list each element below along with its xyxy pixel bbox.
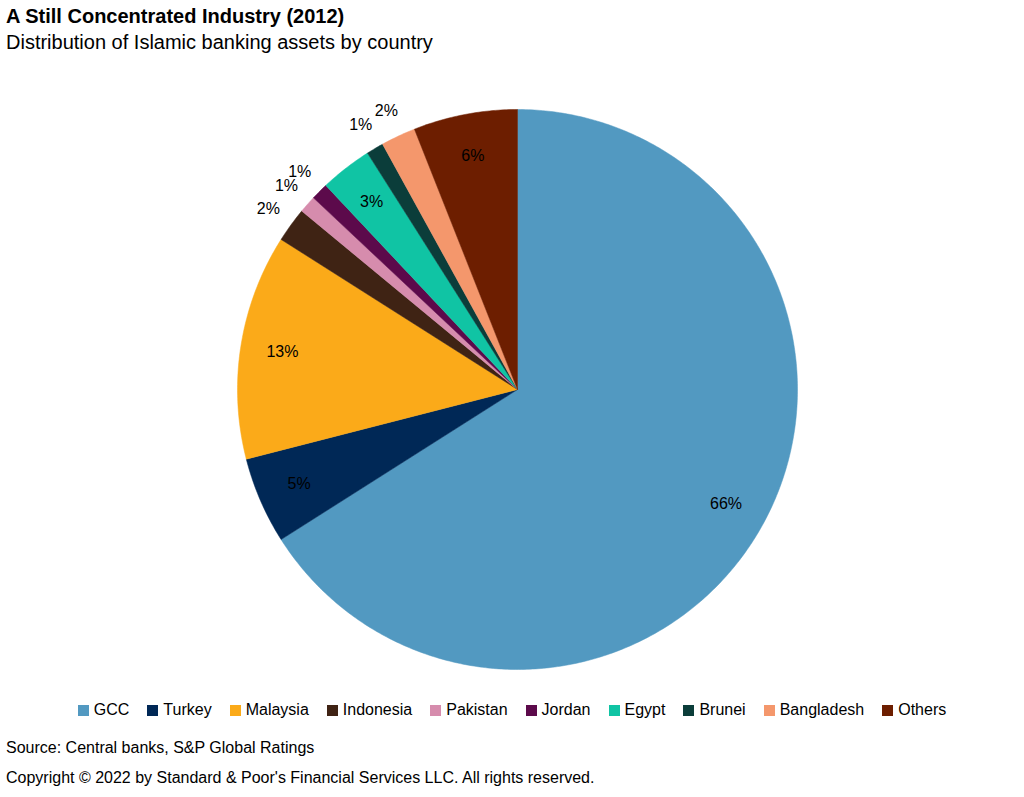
svg-text:3%: 3%	[360, 193, 383, 210]
svg-text:2%: 2%	[257, 200, 280, 217]
svg-text:5%: 5%	[288, 475, 311, 492]
html-text:Jordan: Jordan	[541, 701, 591, 718]
html-text:Others: Others	[898, 701, 947, 718]
html-text:Turkey: Turkey	[163, 701, 212, 718]
html-text:Bangladesh: Bangladesh	[779, 701, 865, 718]
html-text:Egypt: Egypt	[624, 701, 666, 718]
svg-text:1%: 1%	[288, 163, 311, 180]
html-text:Brunei: Brunei	[699, 701, 746, 718]
svg-text:1%: 1%	[274, 176, 298, 194]
svg-text:2%: 2%	[375, 102, 398, 119]
html-text:Indonesia: Indonesia	[342, 701, 413, 718]
html-text:Distribution of Islamic bankin: Distribution of Islamic banking assets b…	[6, 31, 433, 53]
html-text:Source: Central banks, S&P Glo: Source: Central banks, S&P Global Rating…	[6, 739, 315, 756]
html-text:A Still Concentrated Industry: A Still Concentrated Industry (2012)	[6, 5, 345, 27]
html-text:Malaysia: Malaysia	[245, 701, 309, 718]
svg-text:6%: 6%	[461, 147, 484, 164]
html-text:GCC: GCC	[93, 701, 130, 718]
svg-text:66%: 66%	[710, 495, 742, 512]
html-text:Pakistan: Pakistan	[446, 701, 508, 718]
svg-text:1%: 1%	[349, 116, 372, 133]
html-text:Copyright © 2022 by Standard &: Copyright © 2022 by Standard & Poor's Fi…	[6, 769, 595, 786]
svg-text:13%: 13%	[266, 343, 298, 360]
